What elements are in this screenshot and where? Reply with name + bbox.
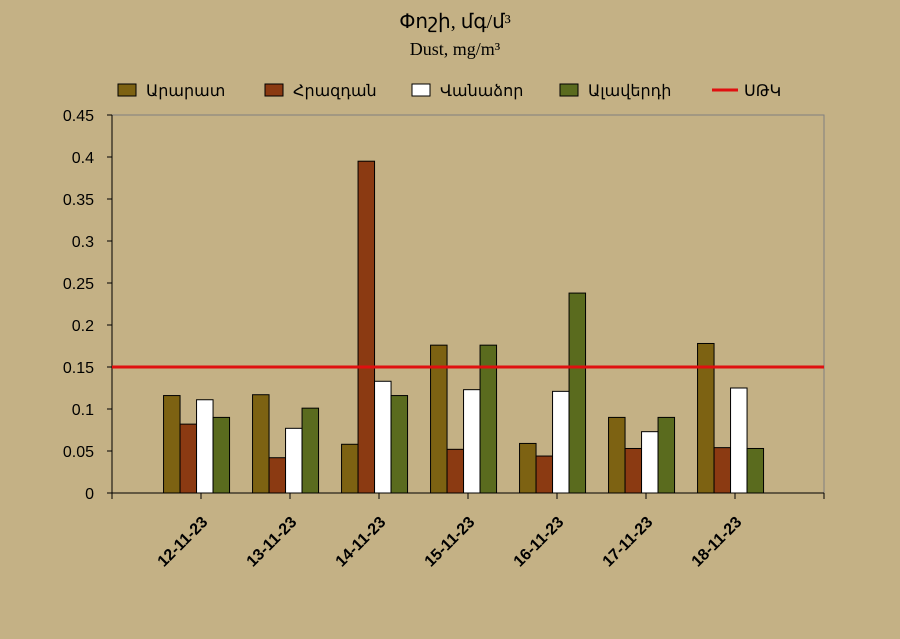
x-category-label: 12-11-23 [155, 514, 212, 571]
x-axis: 12-11-23 13-11-23 14-11-23 15-11-23 16-11-23… [111, 492, 825, 571]
bar [341, 443, 359, 494]
bar [252, 394, 270, 494]
bar [374, 380, 392, 494]
bar [535, 455, 554, 494]
x-category-label: 13-11-23 [244, 514, 301, 571]
x-category-label: 16-11-23 [511, 514, 568, 571]
bar [608, 416, 626, 494]
y-tick-label: 0.05 [63, 444, 94, 461]
bar [390, 395, 409, 494]
bar [357, 160, 376, 494]
bar [519, 442, 537, 494]
bar [446, 448, 465, 494]
y-tick-label: 0.3 [72, 234, 94, 251]
legend-swatch [559, 83, 579, 97]
bar [746, 447, 765, 494]
bar [641, 431, 659, 494]
bar [568, 292, 587, 494]
legend-label: Հրազդան [293, 83, 377, 100]
y-tick-label: 0.45 [63, 108, 94, 125]
legend-label: Արարատ [146, 83, 225, 100]
y-tick-label: 0.2 [72, 318, 94, 335]
legend-label: Վանաձոր [440, 83, 523, 100]
bar [268, 457, 287, 494]
bar [552, 390, 570, 494]
y-tick-label: 0.25 [63, 276, 94, 293]
y-tick-label: 0.4 [72, 150, 94, 167]
y-tick-label: 0.35 [63, 192, 94, 209]
legend: Արարատ Հրազդան Վանաձոր Ալավերդի ՍԹԿ [117, 83, 781, 100]
x-category-label: 14-11-23 [333, 514, 390, 571]
x-category-label: 17-11-23 [600, 514, 657, 571]
legend-swatch [411, 83, 431, 97]
y-tick-label: 0 [85, 486, 94, 503]
bar [301, 407, 320, 494]
legend-label: ՍԹԿ [744, 83, 781, 100]
x-category-label: 18-11-23 [689, 514, 746, 571]
chart-title: Փոշի, մգ/մ³ [399, 11, 511, 33]
legend-swatch [117, 83, 137, 97]
legend-label: Ալավերդի [588, 83, 671, 100]
x-category-label: 15-11-23 [422, 514, 479, 571]
legend-swatch [264, 83, 284, 97]
bar [163, 395, 181, 494]
bar [657, 416, 676, 494]
bar [730, 387, 748, 494]
bar [212, 416, 231, 494]
chart-subtitle: Dust, mg/m³ [410, 39, 501, 59]
bar [713, 447, 732, 494]
bar [463, 389, 481, 494]
bar [624, 447, 643, 494]
y-tick-label: 0.1 [72, 402, 94, 419]
y-tick-label: 0.15 [63, 360, 94, 377]
bars-group [163, 160, 765, 494]
y-axis: 0 0.05 0.1 0.15 0.2 0.25 0.3 0.35 0.4 0.45 [63, 108, 113, 503]
bar [285, 427, 303, 494]
bar [196, 399, 214, 494]
bar [179, 423, 198, 494]
